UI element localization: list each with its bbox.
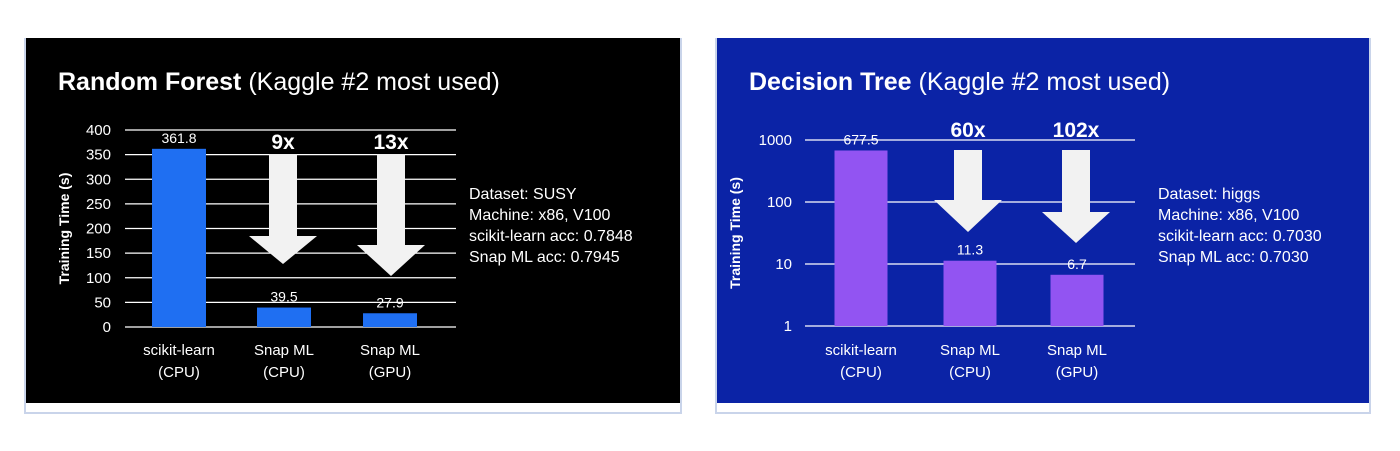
x-tick-label: scikit-learn (825, 342, 897, 359)
bar (943, 260, 997, 326)
y-tick-label: 250 (86, 196, 111, 213)
x-tick-label: (CPU) (949, 364, 991, 381)
decision-tree-title: Decision Tree (Kaggle #2 most used) (749, 68, 1170, 97)
y-tick-label: 350 (86, 147, 111, 164)
data-label: 39.5 (270, 289, 297, 305)
decision-tree-info: Dataset: higgs Machine: x86, V100 scikit… (1158, 184, 1322, 268)
info-machine: Machine: x86, V100 (1158, 207, 1300, 224)
y-tick-label: 300 (86, 171, 111, 188)
y-tick-label: 150 (86, 245, 111, 262)
x-tick-label: (GPU) (1056, 364, 1099, 381)
speedup-label: 102x (1053, 119, 1100, 142)
y-tick-label: 1 (784, 318, 792, 335)
y-tick-label: 0 (103, 319, 111, 336)
random-forest-panel-border (24, 38, 682, 414)
x-tick-label: Snap ML (254, 342, 314, 359)
random-forest-title: Random Forest (Kaggle #2 most used) (58, 68, 500, 97)
bar (152, 148, 206, 327)
y-tick-label: 100 (86, 270, 111, 287)
chart-subtitle: (Kaggle #2 most used) (248, 68, 500, 96)
speedup-arrow (249, 154, 317, 264)
y-tick-label: 10 (775, 256, 792, 273)
bar (363, 313, 417, 327)
bar (257, 307, 311, 327)
data-label: 11.3 (957, 242, 983, 258)
y-tick-label: 200 (86, 221, 111, 238)
speedup-arrow (357, 154, 425, 276)
speedup-label: 13x (373, 131, 408, 154)
data-label: 677.5 (843, 131, 878, 147)
decision-tree-panel (717, 38, 1369, 403)
random-forest-info: Dataset: SUSY Machine: x86, V100 scikit-… (469, 184, 633, 268)
data-label: 361.8 (161, 130, 196, 146)
data-label: 6.7 (1067, 256, 1087, 272)
info-machine: Machine: x86, V100 (469, 207, 611, 224)
info-snapml-acc: Snap ML acc: 0.7945 (469, 249, 620, 266)
bar (834, 150, 888, 326)
y-tick-label: 400 (86, 122, 111, 139)
decision-tree-panel-border (715, 38, 1371, 414)
speedup-label: 9x (271, 131, 295, 154)
chart-subtitle: (Kaggle #2 most used) (918, 68, 1171, 96)
data-label: 27.9 (376, 294, 403, 310)
chart-title: Random Forest (58, 68, 242, 96)
info-snapml-acc: Snap ML acc: 0.7030 (1158, 249, 1309, 266)
bar (1050, 274, 1104, 326)
x-tick-label: (CPU) (840, 364, 882, 381)
x-tick-label: Snap ML (1047, 342, 1107, 359)
x-tick-label: (GPU) (369, 364, 412, 381)
y-tick-label: 100 (767, 194, 792, 211)
info-dataset: Dataset: SUSY (469, 186, 577, 203)
random-forest-panel (26, 38, 680, 403)
x-tick-label: (CPU) (158, 364, 200, 381)
y-tick-label: 50 (94, 294, 111, 311)
info-sklearn-acc: scikit-learn acc: 0.7030 (1158, 228, 1322, 245)
chart-title: Decision Tree (749, 68, 912, 96)
x-tick-label: (CPU) (263, 364, 305, 381)
y-tick-label: 1000 (759, 132, 792, 149)
y-axis-label: Training Time (s) (727, 177, 743, 289)
x-tick-label: scikit-learn (143, 342, 215, 359)
speedup-arrow (934, 150, 1002, 232)
x-tick-label: Snap ML (360, 342, 420, 359)
speedup-arrow (1042, 150, 1110, 243)
info-sklearn-acc: scikit-learn acc: 0.7848 (469, 228, 633, 245)
x-tick-label: Snap ML (940, 342, 1000, 359)
y-axis-label: Training Time (s) (56, 173, 72, 285)
info-dataset: Dataset: higgs (1158, 186, 1261, 203)
speedup-label: 60x (950, 119, 985, 142)
